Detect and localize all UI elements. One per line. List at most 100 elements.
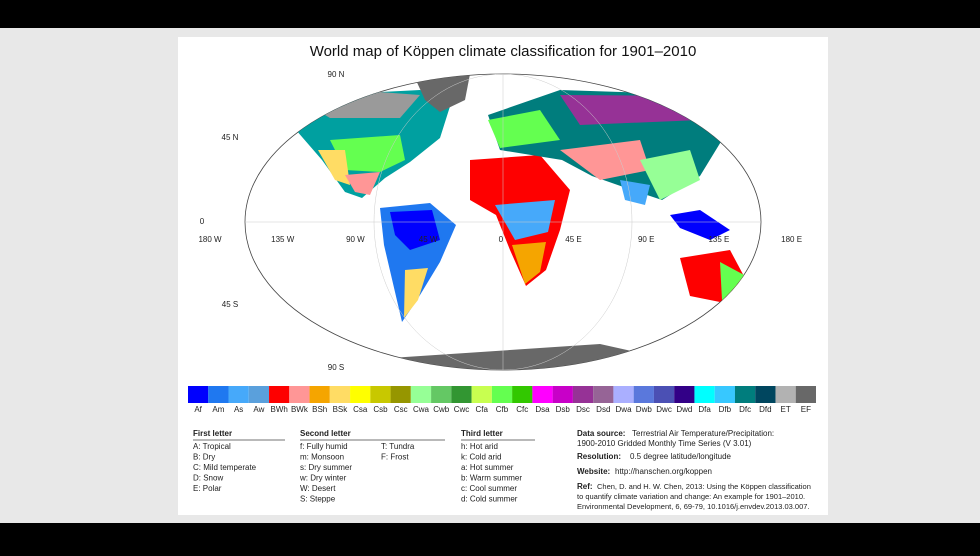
legend-label: Cfa xyxy=(476,405,489,414)
longitude-label: 90 W xyxy=(346,235,365,244)
legend-swatch xyxy=(350,386,371,403)
legend-swatch xyxy=(633,386,654,403)
legend-label: Af xyxy=(194,405,202,414)
legend-label: ET xyxy=(780,405,790,414)
legend-swatch xyxy=(431,386,452,403)
legend-swatch xyxy=(370,386,391,403)
legend-label: Csb xyxy=(373,405,388,414)
longitude-label: 45 E xyxy=(565,235,581,244)
legend-swatch xyxy=(674,386,695,403)
legend-label: As xyxy=(234,405,243,414)
key-item: a: Hot summer xyxy=(461,463,514,472)
legend-label: Csa xyxy=(353,405,368,414)
info-text: Terrestrial Air Temperature/Precipitatio… xyxy=(632,429,774,438)
key-item: E: Polar xyxy=(193,484,222,493)
longitude-label: 180 W xyxy=(198,235,222,244)
legend-swatch xyxy=(775,386,796,403)
legend-label: Aw xyxy=(253,405,264,414)
legend-swatch xyxy=(309,386,330,403)
key-item: T: Tundra xyxy=(381,442,415,451)
key-heading: First letter xyxy=(193,429,232,438)
longitude-label: 180 E xyxy=(781,235,802,244)
latitude-label: 45 N xyxy=(222,133,239,142)
legend-label: BWh xyxy=(270,405,287,414)
key-item: D: Snow xyxy=(193,474,223,483)
legend-swatch xyxy=(289,386,310,403)
legend-swatch xyxy=(653,386,675,403)
website-link[interactable]: http://hanschen.org/koppen xyxy=(615,467,712,476)
latitude-labels: 90 N 45 N 0 45 S 90 S xyxy=(200,70,345,372)
legend-label: Cwa xyxy=(413,405,430,414)
latitude-label: 90 N xyxy=(328,70,345,79)
longitude-label: 135 W xyxy=(271,235,295,244)
key-heading: Second letter xyxy=(300,429,351,438)
legend-swatch xyxy=(532,386,553,403)
key-item: s: Dry summer xyxy=(300,463,352,472)
legend-label: Dsc xyxy=(576,405,590,414)
legend-swatch xyxy=(572,386,594,403)
legend-label: Cfc xyxy=(516,405,528,414)
legend-swatch xyxy=(471,386,492,403)
legend-label: Dsa xyxy=(535,405,550,414)
info-text: to quantify climate variation and change… xyxy=(577,492,805,501)
legend-label: Dfc xyxy=(739,405,751,414)
info-label: Data source: xyxy=(577,429,625,438)
info-text: Environmental Development, 6, 69-79, 10.… xyxy=(577,502,810,511)
legend-label: Dwa xyxy=(616,405,633,414)
key-item: b: Warm summer xyxy=(461,474,522,483)
legend-label: Cfb xyxy=(496,405,509,414)
info-label: Ref: xyxy=(577,482,593,491)
key-item: k: Cold arid xyxy=(461,453,501,462)
legend-label: Dwd xyxy=(676,405,692,414)
key-item: W: Desert xyxy=(300,484,336,493)
legend-swatch xyxy=(552,386,573,403)
info: Data source: Terrestrial Air Temperature/… xyxy=(577,429,811,511)
latitude-label: 45 S xyxy=(222,300,238,309)
legend: Af Am As Aw BWh BWk BSh BSk Csa Csb Csc Cwa Cwb Cwc Cf… xyxy=(188,386,816,414)
key-item: f: Fully humid xyxy=(300,442,348,451)
legend-swatch xyxy=(734,386,756,403)
key-item: c: Cool summer xyxy=(461,484,517,493)
longitude-label: 90 E xyxy=(638,235,654,244)
longitude-labels: 180 W 135 W 90 W 45 W 0 45 E 90 E 135 E 180 E xyxy=(198,235,802,244)
legend-swatch xyxy=(491,386,513,403)
title: World map of Köppen climate classificati… xyxy=(310,43,697,60)
legend-label: EF xyxy=(801,405,811,414)
legend-label: Dwb xyxy=(636,405,653,414)
key-item: h: Hot arid xyxy=(461,442,498,451)
legend-label: Cwb xyxy=(433,405,450,414)
longitude-label: 0 xyxy=(499,235,504,244)
legend-label: Dwc xyxy=(656,405,672,414)
legend-label: Csc xyxy=(394,405,408,414)
legend-swatch xyxy=(188,386,209,403)
key-heading: Third letter xyxy=(461,429,503,438)
legend-label: Dsd xyxy=(596,405,610,414)
legend-label: Am xyxy=(212,405,224,414)
info-text: Chen, D. and H. W. Chen, 2013: Using the… xyxy=(597,482,811,491)
legend-swatch xyxy=(593,386,614,403)
key-item: m: Monsoon xyxy=(300,453,344,462)
legend-label: Dfb xyxy=(719,405,732,414)
legend-swatch xyxy=(795,386,816,403)
key-item: A: Tropical xyxy=(193,442,231,451)
legend-swatch xyxy=(714,386,735,403)
legend-swatch xyxy=(390,386,411,403)
map xyxy=(244,73,762,371)
legend-label: Cwc xyxy=(454,405,470,414)
longitude-label: 45 W xyxy=(419,235,438,244)
legend-swatch xyxy=(451,386,472,403)
info-text: 0.5 degree latitude/longitude xyxy=(630,452,732,461)
key-item: w: Dry winter xyxy=(299,474,347,483)
legend-label: Dfd xyxy=(759,405,771,414)
legend-swatch xyxy=(269,386,290,403)
legend-swatch xyxy=(228,386,249,403)
legend-swatch xyxy=(208,386,229,403)
key-item: C: Mild temperate xyxy=(193,463,257,472)
legend-swatch xyxy=(410,386,432,403)
legend-label: Dfa xyxy=(698,405,711,414)
latitude-label: 0 xyxy=(200,217,205,226)
info-text: 1900-2010 Gridded Monthly Time Series (V… xyxy=(577,439,752,448)
legend-label: BWk xyxy=(291,405,309,414)
